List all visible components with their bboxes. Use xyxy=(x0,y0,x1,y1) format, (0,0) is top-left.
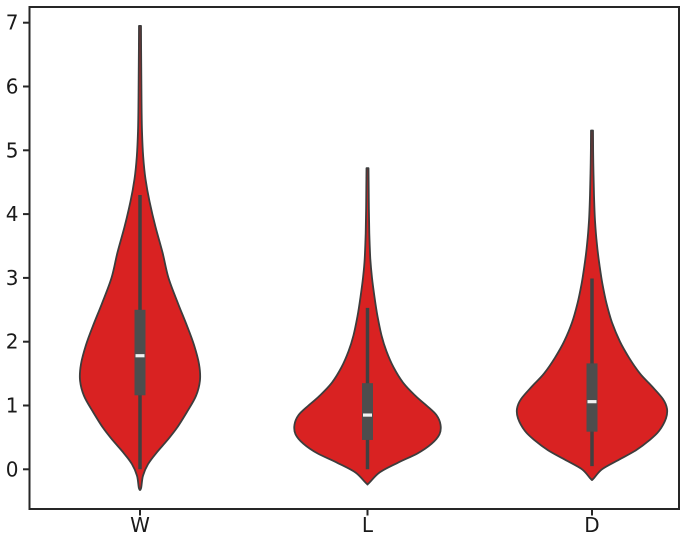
violin-W-box xyxy=(134,309,146,396)
x-tick-label-L: L xyxy=(362,513,374,537)
violin-D-median xyxy=(587,400,597,404)
violin-D-box xyxy=(586,363,598,432)
y-tick-label-0: 0 xyxy=(6,457,19,481)
y-tick-label-7: 7 xyxy=(6,11,19,35)
violin-W-median xyxy=(135,354,145,358)
y-tick-label-4: 4 xyxy=(6,202,19,226)
y-tick-label-5: 5 xyxy=(6,138,19,162)
y-tick-label-6: 6 xyxy=(6,75,19,99)
x-tick-label-D: D xyxy=(584,513,599,537)
y-tick-label-1: 1 xyxy=(6,394,19,418)
y-tick-label-3: 3 xyxy=(6,266,19,290)
x-tick-label-W: W xyxy=(130,513,150,537)
y-tick-label-2: 2 xyxy=(6,330,19,354)
violin-L-median xyxy=(363,413,372,417)
violin-L-box xyxy=(362,383,373,440)
